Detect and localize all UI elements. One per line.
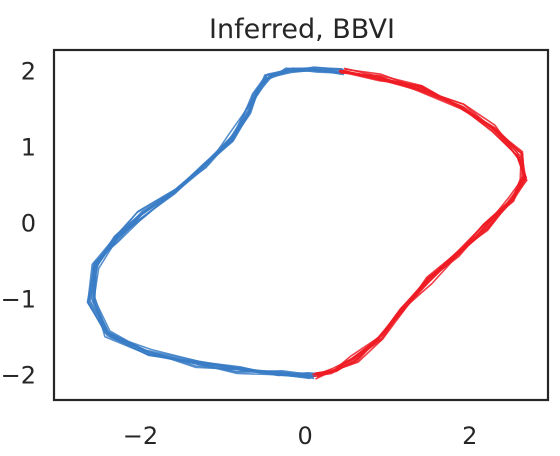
x-tick-labels: −2 0 2 [123,422,478,450]
y-tick-label: 0 [21,210,36,238]
series-1-trajectory-10 [314,70,527,376]
x-tick-label: 2 [462,422,477,450]
series-1-trajectory-11 [314,70,528,375]
series-0-trajectory-10 [87,69,343,376]
series-0-trajectory-3 [90,67,341,375]
plot-frame [52,48,550,402]
chart-title: Inferred, BBVI [209,14,395,45]
x-tick-label: 0 [297,422,312,450]
y-tick-label: −2 [1,362,36,390]
series-1-trajectory-3 [316,70,526,378]
series-0-trajectory-8 [86,66,344,379]
series-0-trajectory-6 [87,67,342,377]
series-1-trajectory-5 [315,69,526,380]
y-tick-label: 2 [21,57,36,85]
x-tick-label: −2 [123,422,158,450]
y-tick-label: 1 [21,133,36,161]
trajectory-layer [86,66,528,380]
y-tick-label: −1 [1,286,36,314]
y-tick-labels: 2 1 0 −1 −2 [1,57,36,389]
series-0-trajectory-11 [92,67,343,380]
